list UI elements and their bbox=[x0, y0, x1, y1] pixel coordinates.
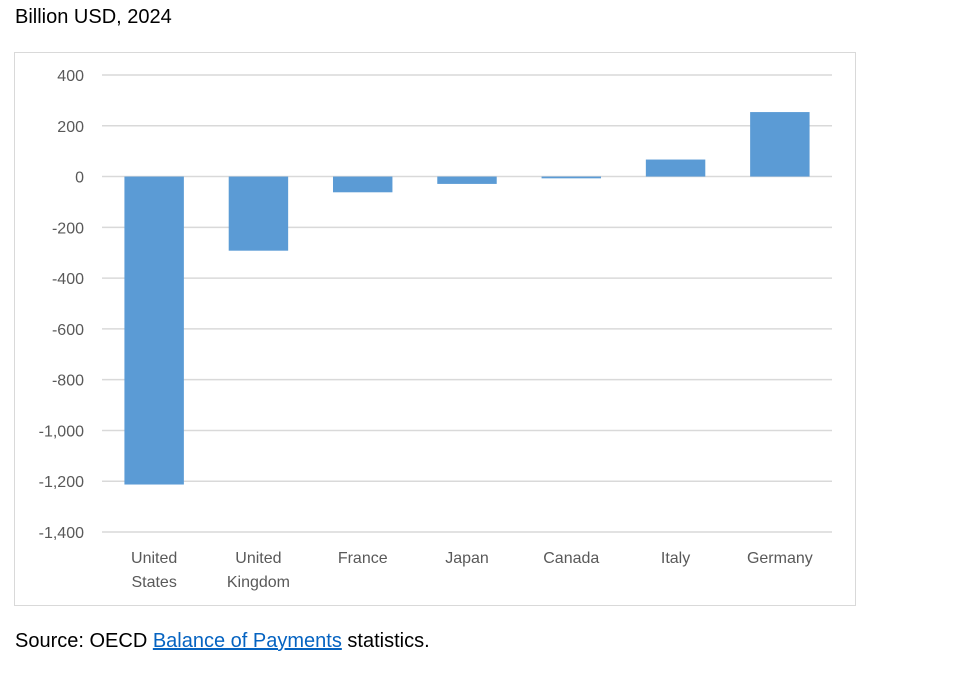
x-tick-label: Canada bbox=[543, 550, 599, 567]
x-tick-label: United bbox=[235, 550, 281, 567]
x-tick-label: France bbox=[338, 550, 388, 567]
y-tick-label: 400 bbox=[57, 68, 84, 85]
y-tick-label: -400 bbox=[52, 271, 84, 288]
bar-germany bbox=[750, 112, 810, 177]
bar-italy bbox=[645, 159, 706, 177]
chart-frame bbox=[14, 52, 856, 606]
source-suffix: statistics. bbox=[341, 630, 430, 652]
x-tick-label: Germany bbox=[747, 550, 813, 567]
x-tick-label: Italy bbox=[661, 550, 690, 567]
y-tick-label: -1,000 bbox=[39, 423, 84, 440]
y-tick-label: -800 bbox=[52, 373, 84, 390]
y-tick-label: -200 bbox=[52, 220, 84, 237]
bar-france bbox=[332, 176, 393, 193]
chart-title: Billion USD, 2024 bbox=[15, 6, 172, 28]
balance-of-payments-link[interactable]: Balance of Payments bbox=[152, 630, 342, 652]
bar-united-kingdom bbox=[228, 176, 289, 251]
bar-japan bbox=[437, 176, 497, 184]
x-tick-label: States bbox=[131, 574, 176, 591]
y-tick-label: -1,200 bbox=[39, 474, 84, 491]
y-tick-label: 0 bbox=[75, 170, 84, 187]
y-tick-label: -1,400 bbox=[39, 525, 84, 542]
y-tick-label: 200 bbox=[57, 119, 84, 136]
bar-canada bbox=[541, 176, 602, 179]
source-note: Source: OECD Balance of Payments statist… bbox=[15, 630, 430, 653]
x-tick-label: Japan bbox=[445, 550, 489, 567]
y-tick-label: -600 bbox=[52, 322, 84, 339]
x-tick-label: Kingdom bbox=[227, 574, 290, 591]
bar-united-states bbox=[124, 176, 184, 485]
source-prefix: Source: OECD bbox=[15, 630, 153, 652]
x-tick-label: United bbox=[131, 550, 177, 567]
